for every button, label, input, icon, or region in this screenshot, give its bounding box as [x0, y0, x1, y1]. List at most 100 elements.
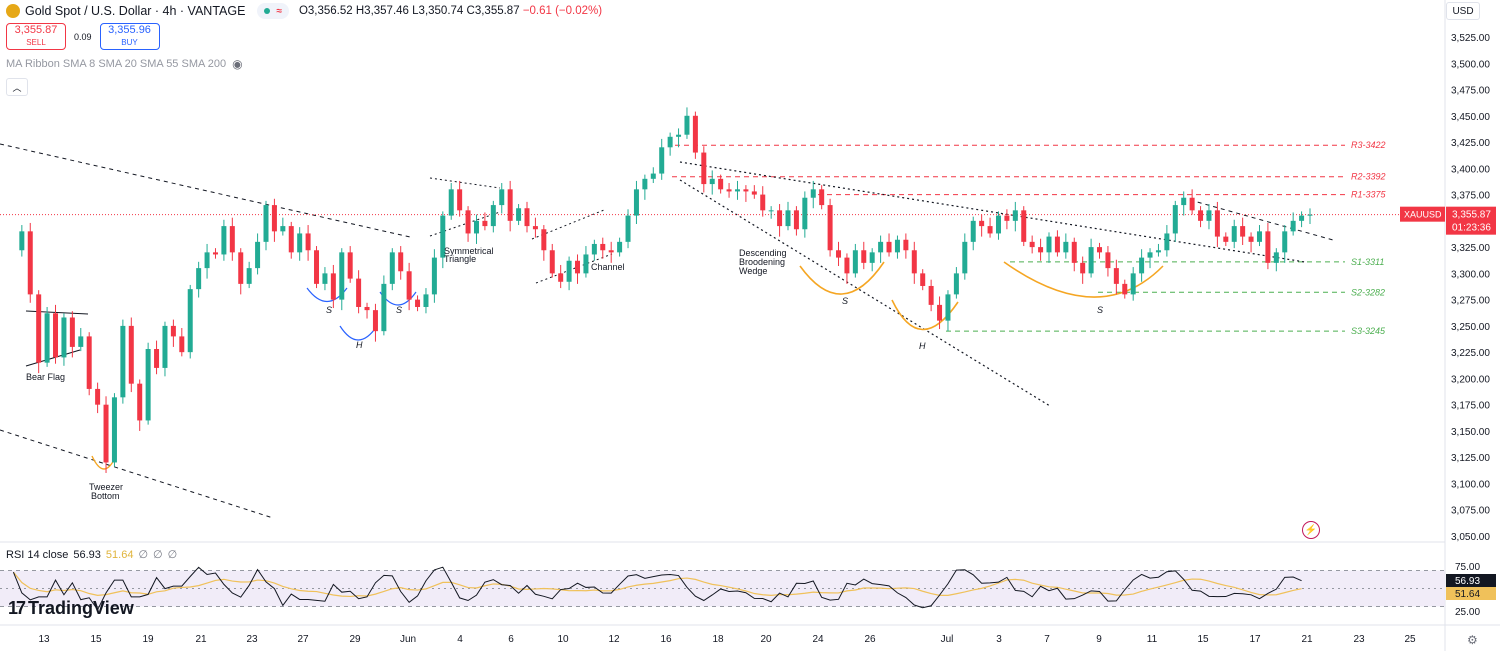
rsi-legend[interactable]: RSI 14 close 56.93 51.64 ∅ ∅ ∅ — [6, 548, 177, 562]
orange-curve-right-shoulder — [1003, 261, 1164, 298]
rsi-ma-value-text: 51.64 — [105, 548, 134, 561]
candle-body — [1012, 210, 1018, 221]
eye-hidden-icon[interactable]: ◉ — [232, 57, 243, 71]
candle-body — [499, 189, 505, 206]
ohlc-high: H3,357.46 — [355, 5, 409, 17]
candle-body — [111, 397, 117, 463]
collapse-legend-button[interactable]: ︿ — [6, 78, 28, 96]
candle-body — [1113, 268, 1119, 284]
candle-body — [221, 226, 227, 255]
candle-body — [1164, 233, 1170, 251]
candle-body — [381, 283, 387, 332]
candle-body — [844, 257, 850, 274]
candle-body — [869, 252, 875, 263]
tradingview-logo[interactable]: 17 TradingView — [8, 598, 134, 619]
sell-label: SELL — [26, 38, 46, 47]
candle-body — [1004, 215, 1010, 221]
candle-body — [1088, 247, 1094, 274]
candle-body — [36, 294, 42, 363]
pattern-annotation: Tweezer — [89, 482, 123, 492]
candle-body — [1122, 283, 1128, 295]
market-status-pill[interactable]: ≈ — [257, 3, 289, 19]
ohlc-low: L3,350.74 — [412, 5, 464, 17]
x-tick-label: 6 — [508, 634, 514, 645]
level-label: S2-3282 — [1351, 287, 1385, 297]
rsi-tick-label: 75.00 — [1455, 562, 1480, 573]
candle-body — [532, 226, 538, 230]
x-tick-label: 4 — [457, 634, 463, 645]
buy-price: 3,355.96 — [108, 24, 151, 36]
gold-coin-icon — [6, 4, 20, 18]
y-tick-label: 3,450.00 — [1451, 112, 1490, 123]
y-tick-label: 3,250.00 — [1451, 322, 1490, 333]
candle-body — [625, 215, 631, 242]
lower-trendline — [0, 429, 274, 519]
x-tick-label: 16 — [660, 634, 672, 645]
symbol-title[interactable]: Gold Spot / U.S. Dollar · 4h · VANTAGE — [25, 4, 246, 18]
candle-body — [490, 205, 496, 227]
candle-body — [347, 252, 353, 279]
x-tick-label: 7 — [1044, 634, 1050, 645]
candle-body — [1240, 226, 1246, 237]
upper-trendline — [0, 143, 411, 238]
candle-body — [1206, 210, 1212, 221]
candle-body — [1080, 262, 1086, 274]
candle-body — [970, 220, 976, 242]
x-tick-label: 12 — [608, 634, 620, 645]
candle-body — [154, 349, 160, 368]
buy-button[interactable]: 3,355.96 BUY — [99, 23, 160, 50]
candle-body — [1231, 226, 1237, 242]
candle-body — [78, 336, 84, 347]
x-tick-label: 26 — [864, 634, 876, 645]
candle-body — [953, 273, 959, 295]
y-tick-label: 3,425.00 — [1451, 138, 1490, 149]
x-tick-label: 11 — [1147, 634, 1158, 645]
blue-curve-head — [339, 325, 378, 341]
x-tick-label: 15 — [1197, 634, 1209, 645]
pattern-annotation: Broodening — [739, 257, 785, 267]
settings-gear-icon[interactable]: ⚙ — [1467, 633, 1478, 647]
candle-body — [448, 189, 454, 216]
candle-body — [836, 250, 842, 258]
rsi-ma-tag — [1446, 587, 1496, 600]
y-tick-label: 3,475.00 — [1451, 86, 1490, 97]
candle-body — [785, 210, 791, 227]
candle-body — [1256, 231, 1262, 242]
candle-body — [591, 243, 597, 255]
sell-button[interactable]: 3,355.87 SELL — [6, 23, 66, 50]
level-label: S1-3311 — [1351, 257, 1384, 267]
candle-body — [878, 241, 884, 253]
candle-body — [819, 189, 825, 206]
recent-trendline — [1189, 199, 1334, 241]
rsi-value-tag-text: 56.93 — [1455, 576, 1480, 587]
candle-body — [861, 250, 867, 263]
level-label: S3-3245 — [1351, 326, 1386, 336]
candle-body — [1139, 257, 1145, 274]
currency-selector[interactable]: USD — [1446, 2, 1480, 20]
candle-body — [19, 231, 25, 251]
candle-body — [162, 325, 168, 368]
candle-body — [1181, 197, 1187, 206]
candle-body — [271, 205, 277, 232]
trade-panel: 3,355.87 SELL 0.09 3,355.96 BUY — [6, 23, 160, 50]
pattern-annotation: Channel — [591, 262, 625, 272]
candle-body — [1105, 252, 1111, 269]
x-tick-label: 21 — [195, 634, 207, 645]
y-tick-label: 3,500.00 — [1451, 59, 1490, 70]
channel-bottom — [535, 253, 613, 284]
pattern-annotation: Wedge — [739, 266, 767, 276]
candle-body — [676, 134, 682, 137]
candle-body — [827, 205, 833, 251]
x-tick-label: 23 — [1353, 634, 1365, 645]
lightning-icon[interactable]: ⚡ — [1302, 521, 1320, 539]
y-tick-label: 3,200.00 — [1451, 374, 1490, 385]
candle-body — [575, 260, 581, 274]
candle-body — [1214, 210, 1220, 237]
candle-body — [566, 260, 572, 282]
x-tick-label: 10 — [557, 634, 569, 645]
y-tick-label: 3,375.00 — [1451, 191, 1490, 202]
candle-body — [886, 241, 892, 253]
indicator-legend[interactable]: MA Ribbon SMA 8 SMA 20 SMA 55 SMA 200 ◉ — [6, 57, 243, 71]
pattern-annotation: Bear Flag — [26, 372, 65, 382]
